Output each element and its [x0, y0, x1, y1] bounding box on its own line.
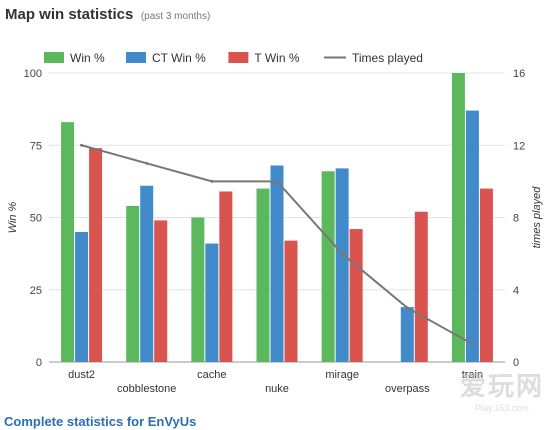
y2-tick-label: 16 — [513, 68, 525, 80]
times-played-point — [275, 179, 279, 183]
times-played-point — [80, 143, 84, 147]
y-tick-label: 100 — [24, 68, 42, 80]
times-played-point — [470, 342, 474, 346]
bar-cache-3 — [219, 191, 233, 362]
y2-tick-label: 0 — [513, 357, 519, 369]
chart-container: Win % CT Win % T Win % Times played 0 25 50 75 1… — [0, 40, 550, 406]
bar-cobblestone-2 — [140, 185, 154, 362]
chart-subtitle: (past 3 months) — [140, 11, 211, 22]
win-statistics-chart: Win % CT Win % T Win % Times played 0 25 50 75 1… — [7, 51, 543, 395]
bar-overpass-2 — [400, 307, 414, 362]
bar-cobblestone-3 — [154, 220, 168, 362]
x-tick-label: dust2 — [68, 369, 95, 381]
bar-cache-1 — [191, 217, 205, 362]
watermark-url: Play.163.com — [475, 403, 529, 413]
bar-nuke-2 — [270, 165, 284, 362]
bar-cache-2 — [205, 243, 219, 362]
watermark-logo-text: 爱玩网 — [459, 371, 544, 401]
x-tick-label: cobblestone — [117, 383, 176, 395]
bar-mirage-3 — [349, 229, 363, 362]
legend-label-1: Win % — [70, 51, 105, 65]
legend-swatch-3 — [228, 52, 249, 63]
complete-statistics-link[interactable]: Complete statistics for EnVyUs — [4, 414, 197, 429]
bar-dust2-2 — [75, 231, 89, 362]
bar-dust2-3 — [89, 148, 103, 362]
x-tick-label: nuke — [265, 383, 289, 395]
bar-train-2 — [465, 110, 479, 362]
legend-swatch-2 — [126, 52, 146, 63]
times-played-point — [405, 306, 409, 310]
legend-label-3: T Win % — [254, 51, 299, 65]
bar-nuke-1 — [256, 188, 270, 362]
chart-header: Map win statistics (past 3 months) — [5, 6, 210, 24]
bar-mirage-2 — [335, 168, 349, 362]
watermark: 爱玩网 Play.163.com — [460, 366, 544, 413]
bar-dust2-1 — [61, 122, 75, 362]
y-tick-label: 50 — [30, 213, 42, 225]
legend-swatch-1 — [44, 52, 64, 63]
y-axis-title: Win % — [7, 201, 19, 233]
times-played-point — [340, 252, 344, 256]
y-tick-label: 75 — [30, 140, 42, 152]
bar-train-3 — [479, 188, 493, 362]
x-tick-label: train — [462, 369, 483, 381]
bar-mirage-1 — [321, 171, 335, 362]
bar-nuke-3 — [284, 240, 298, 362]
y2-tick-label: 4 — [513, 285, 519, 297]
times-played-point — [145, 161, 149, 165]
x-tick-label: mirage — [325, 369, 359, 381]
x-tick-label: overpass — [385, 383, 430, 395]
y2-tick-label: 8 — [513, 213, 519, 225]
y-tick-label: 25 — [30, 285, 42, 297]
y2-axis-title: times played — [531, 186, 543, 249]
bar-train-1 — [451, 73, 465, 362]
chart-title: Map win statistics — [5, 6, 134, 23]
bar-overpass-3 — [414, 211, 428, 362]
y-tick-label: 0 — [36, 357, 42, 369]
bar-cobblestone-1 — [126, 205, 140, 362]
times-played-point — [210, 179, 214, 183]
y2-tick-label: 12 — [513, 140, 525, 152]
legend-label-4: Times played — [352, 51, 423, 65]
x-tick-label: cache — [197, 369, 226, 381]
legend-label-2: CT Win % — [152, 51, 206, 65]
